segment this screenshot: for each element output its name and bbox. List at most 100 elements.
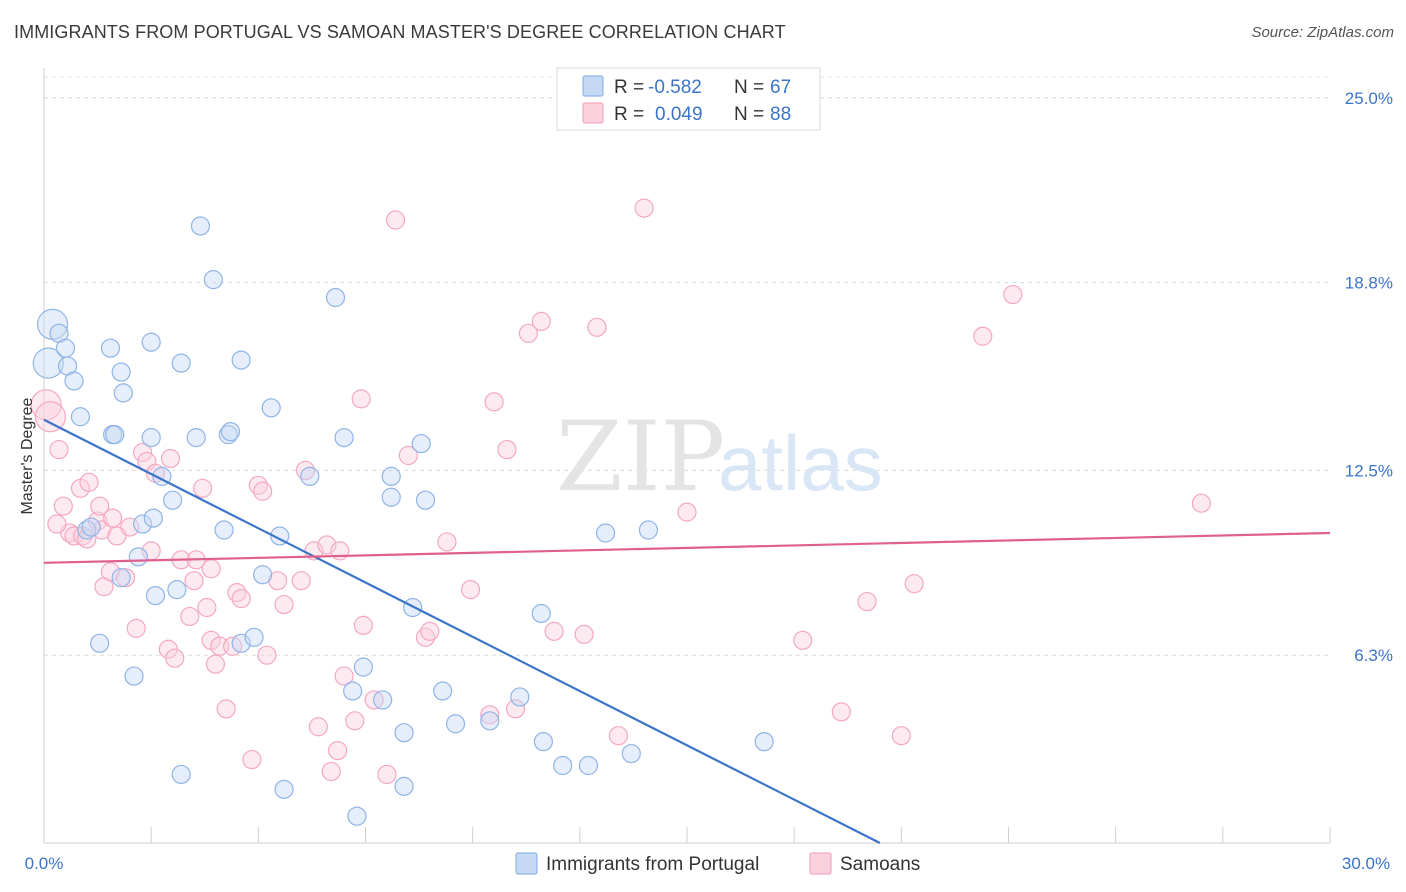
samoans-point-73 — [608, 726, 629, 746]
y-tick-label-3: 25.0% — [1345, 89, 1393, 108]
portugal-point-57 — [553, 755, 573, 776]
portugal-points — [32, 216, 774, 826]
samoans-point-72 — [587, 317, 607, 337]
portugal-point-26 — [381, 466, 401, 486]
watermark: ZIP atlas — [556, 401, 883, 513]
samoans-point-42 — [257, 645, 277, 665]
samoans-point-79 — [891, 726, 911, 746]
watermark-zip: ZIP — [556, 401, 725, 513]
samoans-point-58 — [385, 210, 406, 230]
portugal-point-33 — [132, 514, 153, 534]
portugal-point-63 — [171, 764, 191, 785]
portugal-point-59 — [595, 523, 616, 543]
samoans-point-50 — [321, 761, 341, 782]
portugal-point-9 — [105, 425, 125, 445]
legend-swatch-samoans — [582, 102, 604, 124]
portugal-point-15 — [186, 428, 206, 448]
samoans-point-80 — [904, 574, 924, 594]
portugal-point-37 — [253, 565, 273, 585]
x-tick-label-max: 30.0% — [1342, 854, 1390, 873]
legend-r-value-2: 0.049 — [655, 104, 703, 125]
samoans-points — [30, 198, 1212, 785]
portugal-point-47 — [353, 657, 373, 677]
samoans-point-57 — [377, 764, 397, 785]
portugal-point-66 — [347, 806, 367, 826]
portugal-point-52 — [445, 714, 466, 734]
portugal-point-22 — [261, 398, 281, 418]
samoans-point-82 — [1003, 284, 1023, 305]
samoans-point-13 — [102, 508, 123, 528]
portugal-point-58 — [578, 755, 599, 776]
samoans-point-38 — [231, 588, 251, 609]
samoans-point-51 — [328, 740, 348, 761]
watermark-atlas: atlas — [718, 419, 883, 507]
samoans-point-53 — [345, 711, 365, 731]
samoans-point-16 — [115, 568, 136, 588]
portugal-point-36 — [163, 490, 183, 510]
samoans-point-62 — [437, 532, 457, 552]
portugal-point-12 — [141, 332, 161, 352]
portugal-point-24 — [325, 287, 346, 308]
portugal-point-18 — [218, 425, 238, 445]
legend-n-value-2: 88 — [770, 104, 791, 125]
samoans-point-59 — [398, 445, 418, 466]
samoans-point-33 — [205, 654, 226, 674]
samoans-point-74 — [634, 198, 654, 218]
portugal-point-46 — [343, 681, 363, 701]
samoans-point-3 — [53, 496, 73, 516]
portugal-point-43 — [124, 666, 144, 686]
x-tick-label-min: 0.0% — [25, 854, 64, 873]
portugal-point-5 — [64, 371, 84, 391]
portugal-point-27 — [381, 487, 401, 507]
portugal-point-32 — [128, 547, 148, 567]
samoans-point-24 — [160, 448, 181, 469]
y-tick-label-2: 18.8% — [1345, 274, 1393, 293]
portugal-point-51 — [433, 681, 453, 701]
portugal-point-56 — [533, 732, 553, 752]
samoans-point-45 — [291, 571, 311, 591]
samoans-point-81 — [973, 326, 993, 346]
portugal-point-25 — [334, 428, 354, 448]
portugal-point-23 — [300, 466, 320, 486]
portugal-point-7 — [100, 338, 121, 358]
samoans-point-69 — [531, 311, 551, 331]
samoans-point-11 — [90, 496, 110, 516]
chart-source: Source: ZipAtlas.com — [1251, 24, 1394, 41]
legend-swatch-portugal — [582, 75, 604, 97]
portugal-point-20 — [231, 350, 251, 370]
samoans-point-41 — [253, 481, 273, 501]
samoans-point-68 — [518, 323, 538, 343]
samoans-point-18 — [126, 618, 146, 638]
samoans-point-55 — [351, 389, 371, 409]
samoans-point-86 — [47, 514, 67, 534]
portugal-point-6 — [70, 407, 91, 427]
samoans-point-52 — [334, 666, 354, 686]
portugal-point-3 — [55, 338, 76, 358]
samoans-point-75 — [677, 502, 697, 522]
samoans-point-35 — [216, 699, 236, 719]
y-tick-labels: 6.3% 12.5% 18.8% 25.0% — [1345, 89, 1393, 665]
portugal-point-48 — [373, 690, 393, 710]
bottom-legend-swatch-samoans — [809, 852, 832, 875]
portugal-point-16 — [190, 216, 211, 236]
samoans-trend-line — [43, 531, 1331, 564]
portugal-point-53 — [480, 711, 500, 731]
portugal-point-17 — [203, 270, 223, 290]
legend-r-label-1: R = — [614, 77, 644, 98]
portugal-point-13 — [141, 428, 161, 448]
samoans-point-39 — [242, 749, 262, 770]
samoans-point-9 — [79, 472, 99, 492]
samoans-point-48 — [308, 717, 328, 737]
portugal-point-10 — [111, 362, 131, 382]
bottom-legend-swatch-portugal — [515, 852, 538, 875]
samoans-point-31 — [197, 597, 217, 618]
portugal-point-40 — [145, 585, 166, 606]
portugal-point-45 — [244, 627, 264, 647]
samoans-point-71 — [574, 624, 594, 644]
samoans-point-83 — [1191, 493, 1212, 513]
chart-title: IMMIGRANTS FROM PORTUGAL VS SAMOAN MASTE… — [14, 22, 786, 42]
y-axis-label: Master's Degree — [19, 397, 36, 514]
portugal-point-64 — [274, 779, 294, 799]
samoans-point-61 — [420, 621, 440, 641]
